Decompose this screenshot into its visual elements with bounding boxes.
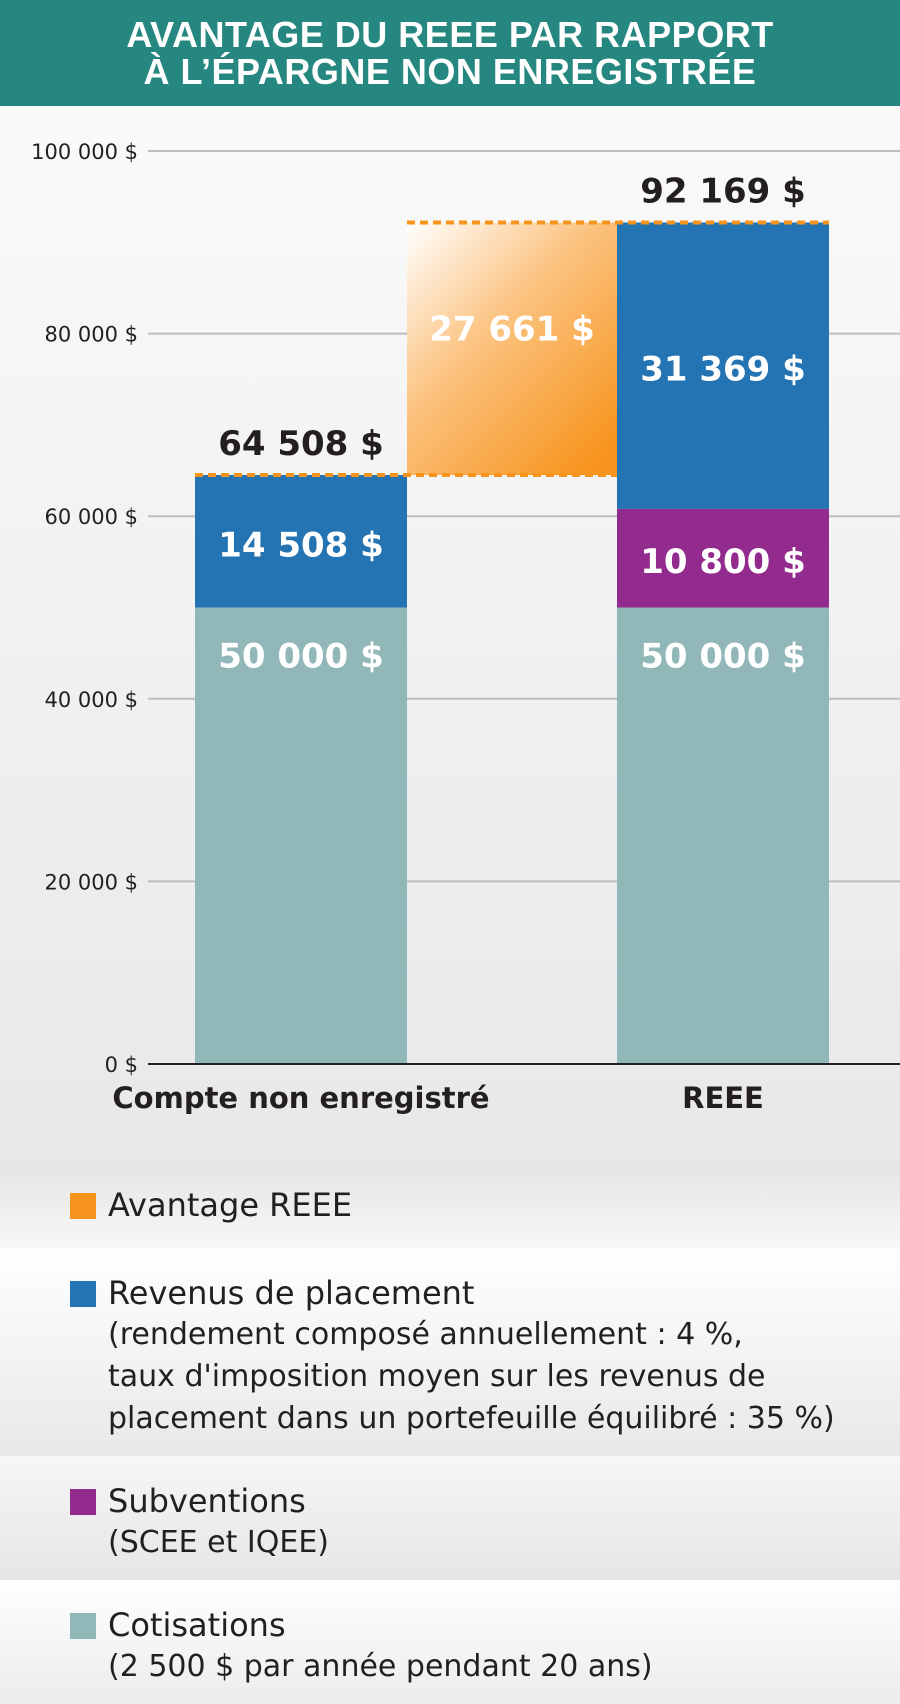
legend-desc-cotisations: (2 500 $ par année pendant 20 ans) [108, 1649, 653, 1684]
cotisations-segment-bar [617, 607, 829, 1064]
subventions-segment-label: 10 800 $ [640, 542, 806, 582]
chart-title-line2: À L’ÉPARGNE NON ENREGISTRÉE [143, 51, 757, 92]
legend-item-cotisations: Cotisations (2 500 $ par année pendant 20… [0, 1580, 900, 1704]
avantage-block [407, 222, 617, 476]
legend-label-subventions: Subventions [108, 1482, 306, 1520]
legend-label-revenus: Revenus de placement [108, 1274, 475, 1312]
legend-swatch-revenus [70, 1281, 96, 1307]
revenus-segment-label: 14 508 $ [218, 525, 384, 565]
legend-desc-revenus: taux d'imposition moyen sur les revenus … [108, 1359, 766, 1394]
legend-desc-revenus: placement dans un portefeuille équilibré… [108, 1401, 835, 1436]
legend-swatch-avantage [70, 1193, 96, 1219]
chart-title-line1: AVANTAGE DU REEE PAR RAPPORT [126, 14, 774, 55]
y-tick-label: 60 000 $ [44, 505, 138, 529]
cotisations-segment-bar [195, 607, 407, 1064]
cotisations-segment-label: 50 000 $ [218, 637, 384, 677]
total-label: 92 169 $ [640, 171, 806, 211]
legend-item-avantage: Avantage REEE [0, 1160, 900, 1248]
revenus-segment-bar [617, 222, 829, 509]
category-label: Compte non enregistré [112, 1081, 489, 1115]
legend-swatch-subventions [70, 1489, 96, 1515]
legend-desc-subventions: (SCEE et IQEE) [108, 1525, 329, 1560]
legend-label-avantage: Avantage REEE [108, 1186, 353, 1224]
y-tick-label: 80 000 $ [44, 323, 138, 347]
legend-label-cotisations: Cotisations [108, 1606, 286, 1644]
subventions-segment-bar [617, 508, 829, 608]
category-label: REEE [682, 1081, 764, 1115]
stacked-bar-chart: 0 $ 20 000 $ 40 000 $ 60 000 $ 80 000 $ 100 0… [31, 140, 900, 1115]
y-tick-label: 0 $ [105, 1053, 138, 1077]
cotisations-segment-label: 50 000 $ [640, 637, 806, 677]
legend-item-revenus: Revenus de placement (rendement composé a… [0, 1248, 900, 1456]
legend-desc-revenus: (rendement composé annuellement : 4 %, [108, 1317, 743, 1352]
avantage-label: 27 661 $ [429, 310, 595, 350]
legend-item-subventions: Subventions (SCEE et IQEE) [0, 1456, 900, 1580]
y-tick-label: 100 000 $ [31, 140, 138, 164]
y-tick-label: 20 000 $ [44, 870, 138, 894]
total-label: 64 508 $ [218, 424, 384, 464]
y-tick-label: 40 000 $ [44, 688, 138, 712]
revenus-segment-label: 31 369 $ [640, 350, 806, 390]
chart-area: 0 $ 20 000 $ 40 000 $ 60 000 $ 80 000 $ 100 0… [0, 106, 900, 1160]
revenus-segment-bar [195, 475, 407, 608]
chart-header: AVANTAGE DU REEE PAR RAPPORT À L’ÉPARGNE… [0, 0, 900, 106]
legend-swatch-cotisations [70, 1613, 96, 1639]
